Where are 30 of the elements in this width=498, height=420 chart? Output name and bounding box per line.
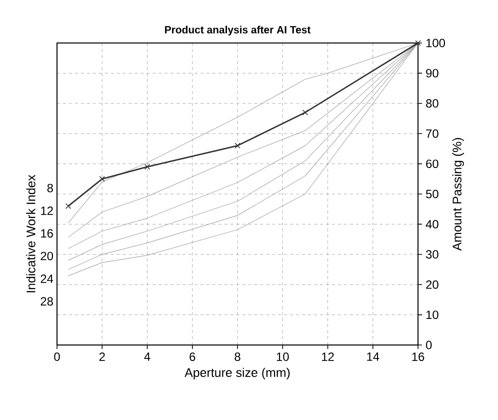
x-tick-label: 0 [54, 352, 60, 361]
y2-axis-title: Indicative Work Index [26, 174, 36, 292]
x-tick-label: 2 [99, 352, 105, 361]
y-tick-label: 70 [426, 129, 438, 138]
y-tick-label: 50 [426, 190, 438, 198]
y2-tick-label: 12 [41, 206, 53, 215]
y-tick-label: 10 [426, 310, 438, 320]
y-tick-label: 40 [426, 220, 438, 228]
x-tick-label: 12 [322, 352, 334, 361]
y-axis-title: Amount Passing (%) [452, 138, 464, 251]
y2-tick-label: 24 [40, 274, 54, 283]
y-tick-label: 90 [426, 68, 438, 78]
x-tick-label: 6 [190, 352, 196, 361]
x-tick-label: 14 [367, 352, 380, 361]
y-tick-label: 60 [426, 160, 438, 168]
y2-tick-label: 8 [47, 184, 53, 192]
y-tick-label: 100 [426, 38, 446, 48]
y2-tick-label: 28 [40, 297, 53, 306]
y2-tick-label: 16 [41, 229, 53, 238]
x-tick-label: 8 [234, 352, 240, 361]
chart-title: Product analysis after AI Test [165, 26, 311, 36]
x-tick-label: 10 [276, 352, 289, 361]
y2-tick-label: 20 [40, 252, 54, 260]
x-tick-label: 16 [412, 352, 424, 361]
y-tick-label: 20 [426, 280, 438, 289]
y-tick-label: 80 [426, 99, 438, 108]
y-tick-label: 30 [426, 250, 438, 259]
y-tick-label: 0 [426, 340, 432, 350]
x-tick-label: 4 [144, 352, 150, 361]
x-axis-title: Aperture size (mm) [184, 368, 290, 380]
